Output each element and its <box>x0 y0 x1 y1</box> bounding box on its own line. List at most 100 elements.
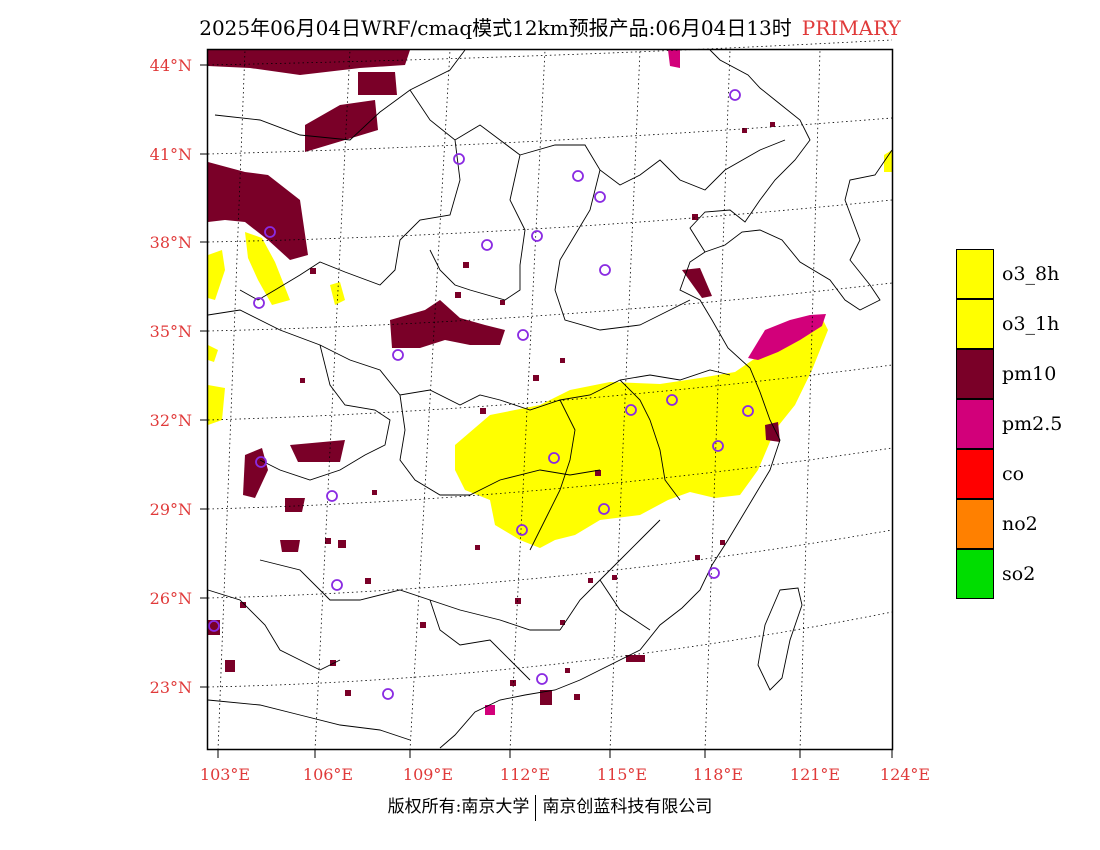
legend-label: co <box>1002 463 1025 485</box>
station-marker <box>453 153 465 165</box>
copyright-footer: 版权所有:南京大学 南京创蓝科技有限公司 <box>0 792 1100 821</box>
station-marker <box>625 404 637 416</box>
station-marker <box>548 452 560 464</box>
parallel-26 <box>207 529 893 599</box>
legend-label: so2 <box>1002 563 1036 585</box>
lat-label: 41°N <box>150 145 192 164</box>
pm10-region-coast <box>765 422 780 442</box>
lon-label: 112°E <box>500 765 550 784</box>
pm10-region-west <box>208 162 308 260</box>
station-marker <box>594 191 606 203</box>
pm10-region-south-2 <box>225 660 235 672</box>
station-marker <box>255 456 267 468</box>
legend-swatch <box>956 249 994 299</box>
pm10-region-southwest-3 <box>285 498 305 512</box>
station-marker <box>531 230 543 242</box>
footer-divider <box>535 794 537 821</box>
pm25-region-north <box>668 50 680 68</box>
pm10-region-southwest-1 <box>243 448 268 498</box>
o3-region-west <box>208 250 225 300</box>
pm10-region-central <box>390 300 505 348</box>
parallel-44 <box>207 39 893 66</box>
title-main: 2025年06月04日WRF/cmaq模式12km预报产品:06月04日13时 <box>199 16 792 40</box>
parallel-35 <box>207 282 893 332</box>
station-marker <box>331 579 343 591</box>
station-marker <box>382 688 394 700</box>
pm10-region-south-1 <box>208 620 220 635</box>
station-marker <box>326 490 338 502</box>
station-marker <box>599 264 611 276</box>
o3-region-small-3 <box>208 345 218 362</box>
legend-label: o3_8h <box>1002 263 1060 285</box>
station-marker <box>517 329 529 341</box>
pm10-region-north-2 <box>358 72 397 95</box>
lon-label: 115°E <box>597 765 647 784</box>
legend-label: no2 <box>1002 513 1038 535</box>
latitude-labels: 44°N 41°N 38°N 35°N 32°N 29°N 26°N 23°N <box>150 56 192 697</box>
legend-swatch <box>956 399 994 449</box>
legend-label: pm2.5 <box>1002 413 1063 435</box>
pm25-region-south <box>485 705 495 715</box>
station-marker <box>264 226 276 238</box>
longitude-labels: 103°E 106°E 109°E 112°E 115°E 118°E 121°… <box>200 765 930 784</box>
pm10-region-southwest-4 <box>280 540 300 552</box>
station-marker <box>729 89 741 101</box>
boundary-layer <box>207 49 893 749</box>
legend-swatch <box>956 349 994 399</box>
pm10-region-south-3 <box>540 690 552 705</box>
legend-swatch <box>956 449 994 499</box>
o3-region-small-1 <box>330 282 345 305</box>
station-marker <box>742 405 754 417</box>
station-marker <box>708 567 720 579</box>
o3-region-east-edge <box>884 150 892 172</box>
pm10-region-northeast <box>682 268 712 298</box>
meridian-112 <box>509 49 546 751</box>
lat-label: 23°N <box>150 678 192 697</box>
lat-label: 32°N <box>150 411 192 430</box>
lon-label: 109°E <box>403 765 453 784</box>
pollutant-layer <box>208 50 892 715</box>
taiwan-island <box>757 587 803 691</box>
pm10-region-north-1 <box>208 50 410 75</box>
parallel-41 <box>207 117 893 155</box>
bohai-coast <box>689 49 811 253</box>
parallel-29 <box>207 447 893 510</box>
axis-ticks <box>200 64 893 758</box>
pm10-specks <box>240 122 775 700</box>
copyright-right: 南京创蓝科技有限公司 <box>542 797 713 817</box>
lat-label: 38°N <box>150 233 192 252</box>
pm10-region-southwest-2 <box>290 440 345 462</box>
pm10-region-south-4 <box>626 655 645 662</box>
province-lines-north <box>214 49 786 331</box>
meridian-106 <box>314 49 351 751</box>
legend-swatch <box>956 499 994 549</box>
lat-label: 35°N <box>150 322 192 341</box>
station-marker <box>392 349 404 361</box>
province-lines-south <box>207 519 661 681</box>
station-marker <box>253 297 265 309</box>
map-title: 2025年06月04日WRF/cmaq模式12km预报产品:06月04日13时 P… <box>0 12 1100 41</box>
lat-label: 26°N <box>150 589 192 608</box>
copyright-left: 版权所有:南京大学 <box>387 797 530 817</box>
station-marker <box>536 673 548 685</box>
parallel-23 <box>207 611 893 688</box>
title-tag: PRIMARY <box>801 16 901 40</box>
o3-region-northwest <box>245 232 290 305</box>
legend-swatch <box>956 549 994 599</box>
lon-label: 121°E <box>790 765 840 784</box>
pm10-region-north-3 <box>305 100 378 152</box>
station-marker <box>712 440 724 452</box>
legend-swatch <box>956 299 994 349</box>
hainan-edge <box>207 699 411 741</box>
lon-label: 103°E <box>200 765 250 784</box>
station-marker <box>666 394 678 406</box>
meridian-121 <box>799 49 821 751</box>
station-marker <box>516 524 528 536</box>
o3-region-small-2 <box>208 385 225 425</box>
meridian-109 <box>409 49 451 751</box>
station-markers <box>208 89 754 700</box>
legend-label: o3_1h <box>1002 313 1060 335</box>
station-marker <box>481 239 493 251</box>
station-marker <box>208 620 220 632</box>
